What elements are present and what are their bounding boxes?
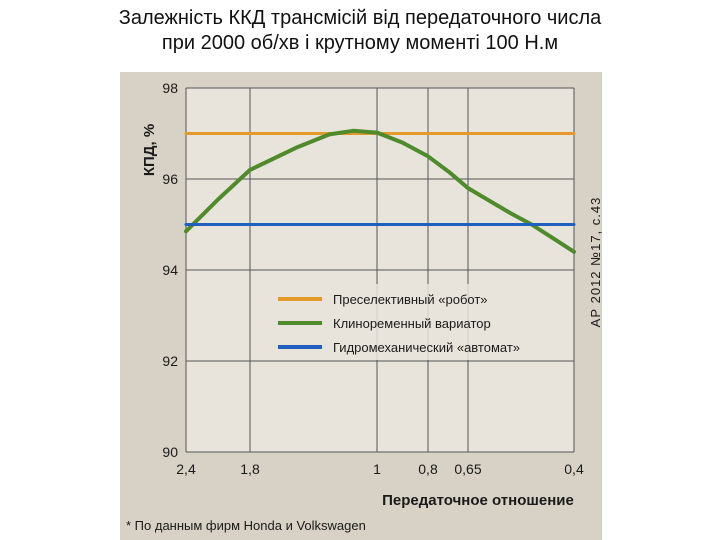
footnote: * По данным фирм Honda и Volkswagen xyxy=(126,518,366,533)
x-tick-label: 1 xyxy=(373,461,381,477)
x-tick-labels: 2,4 1,8 1 0,8 0,65 0,4 xyxy=(176,461,584,477)
grid xyxy=(185,87,575,453)
x-tick-label: 1,8 xyxy=(240,461,260,477)
y-tick-labels: 90 92 94 96 98 xyxy=(162,80,178,460)
y-tick-label: 94 xyxy=(162,262,178,278)
legend: Преселективный «робот» Клиноременный вари… xyxy=(278,292,520,355)
y-tick-label: 92 xyxy=(162,353,178,369)
x-tick-label: 0,4 xyxy=(564,461,584,477)
y-axis-label: КПД, % xyxy=(141,124,158,176)
x-tick-label: 2,4 xyxy=(176,461,196,477)
slide-title-line-2: при 2000 об/хв і крутному моменті 100 Н.… xyxy=(161,32,559,54)
source-note: АР 2012 №17, с.43 xyxy=(588,197,603,328)
slide-title-line-1: Залежність ККД трансмісій від передаточн… xyxy=(118,7,602,29)
legend-label: Гидромеханический «автомат» xyxy=(333,340,520,355)
y-tick-label: 90 xyxy=(162,444,178,460)
x-tick-label: 0,65 xyxy=(454,461,481,477)
x-axis-label: Передаточное отношение xyxy=(382,492,574,509)
y-tick-label: 96 xyxy=(162,171,178,187)
legend-label: Преселективный «робот» xyxy=(333,292,488,307)
series-line-2 xyxy=(184,128,576,254)
y-tick-label: 98 xyxy=(162,80,178,96)
x-tick-label: 0,8 xyxy=(418,461,438,477)
series-lines xyxy=(184,128,576,254)
legend-label: Клиноременный вариатор xyxy=(333,316,491,331)
slide-title: Залежність ККД трансмісій від передаточн… xyxy=(0,6,720,56)
